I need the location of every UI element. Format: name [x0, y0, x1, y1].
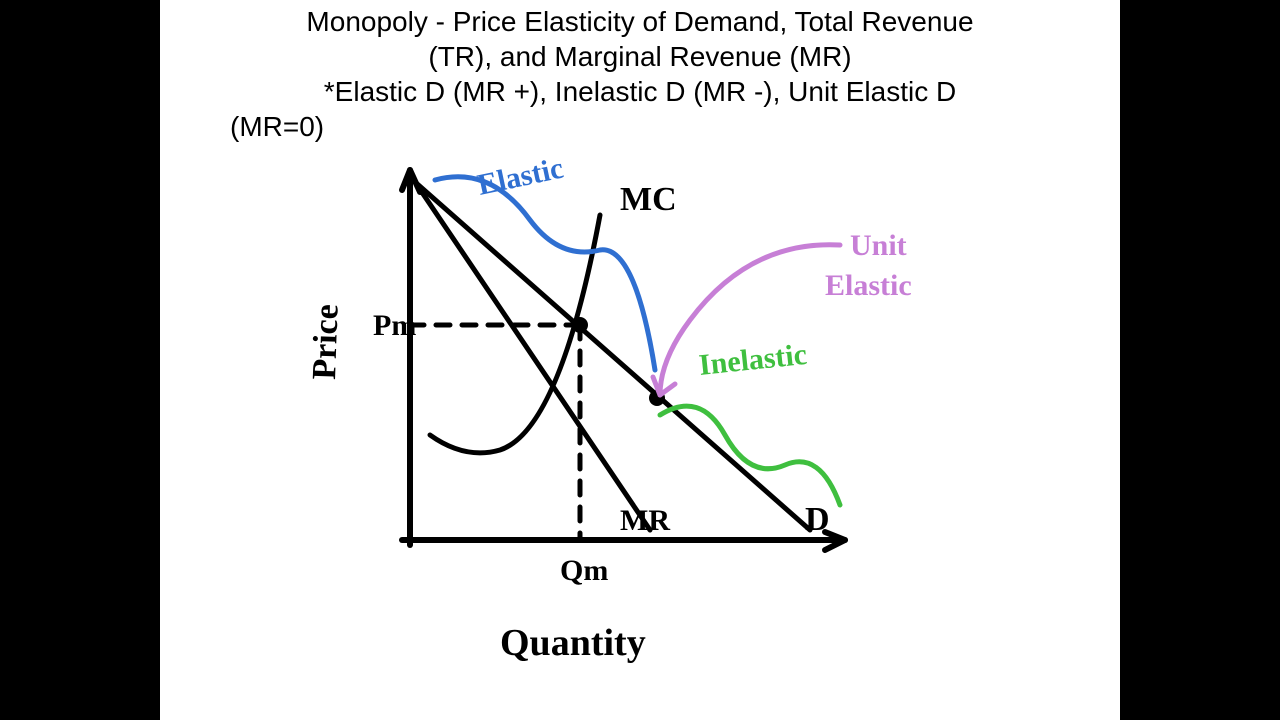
- pm-label: Pm: [373, 309, 416, 342]
- content-area: Monopoly - Price Elasticity of Demand, T…: [160, 0, 1120, 720]
- mc-label: MC: [620, 181, 677, 218]
- mr-label: MR: [620, 504, 670, 537]
- unit-label-1: Unit: [850, 229, 907, 262]
- qm-label: Qm: [560, 554, 608, 587]
- elastic-label: Elastic: [475, 152, 567, 202]
- monopoly-diagram: Price Quantity Pm Qm MC MR D Elastic Ine…: [160, 0, 1120, 720]
- inelastic-label: Inelastic: [697, 338, 808, 382]
- d-label: D: [805, 501, 830, 538]
- unit-elastic-arrowhead: [653, 377, 675, 395]
- y-axis-label: Price: [306, 304, 346, 381]
- pm-qm-dot: [572, 317, 588, 333]
- unit-label-2: Elastic: [825, 269, 912, 302]
- x-axis-label: Quantity: [500, 622, 646, 664]
